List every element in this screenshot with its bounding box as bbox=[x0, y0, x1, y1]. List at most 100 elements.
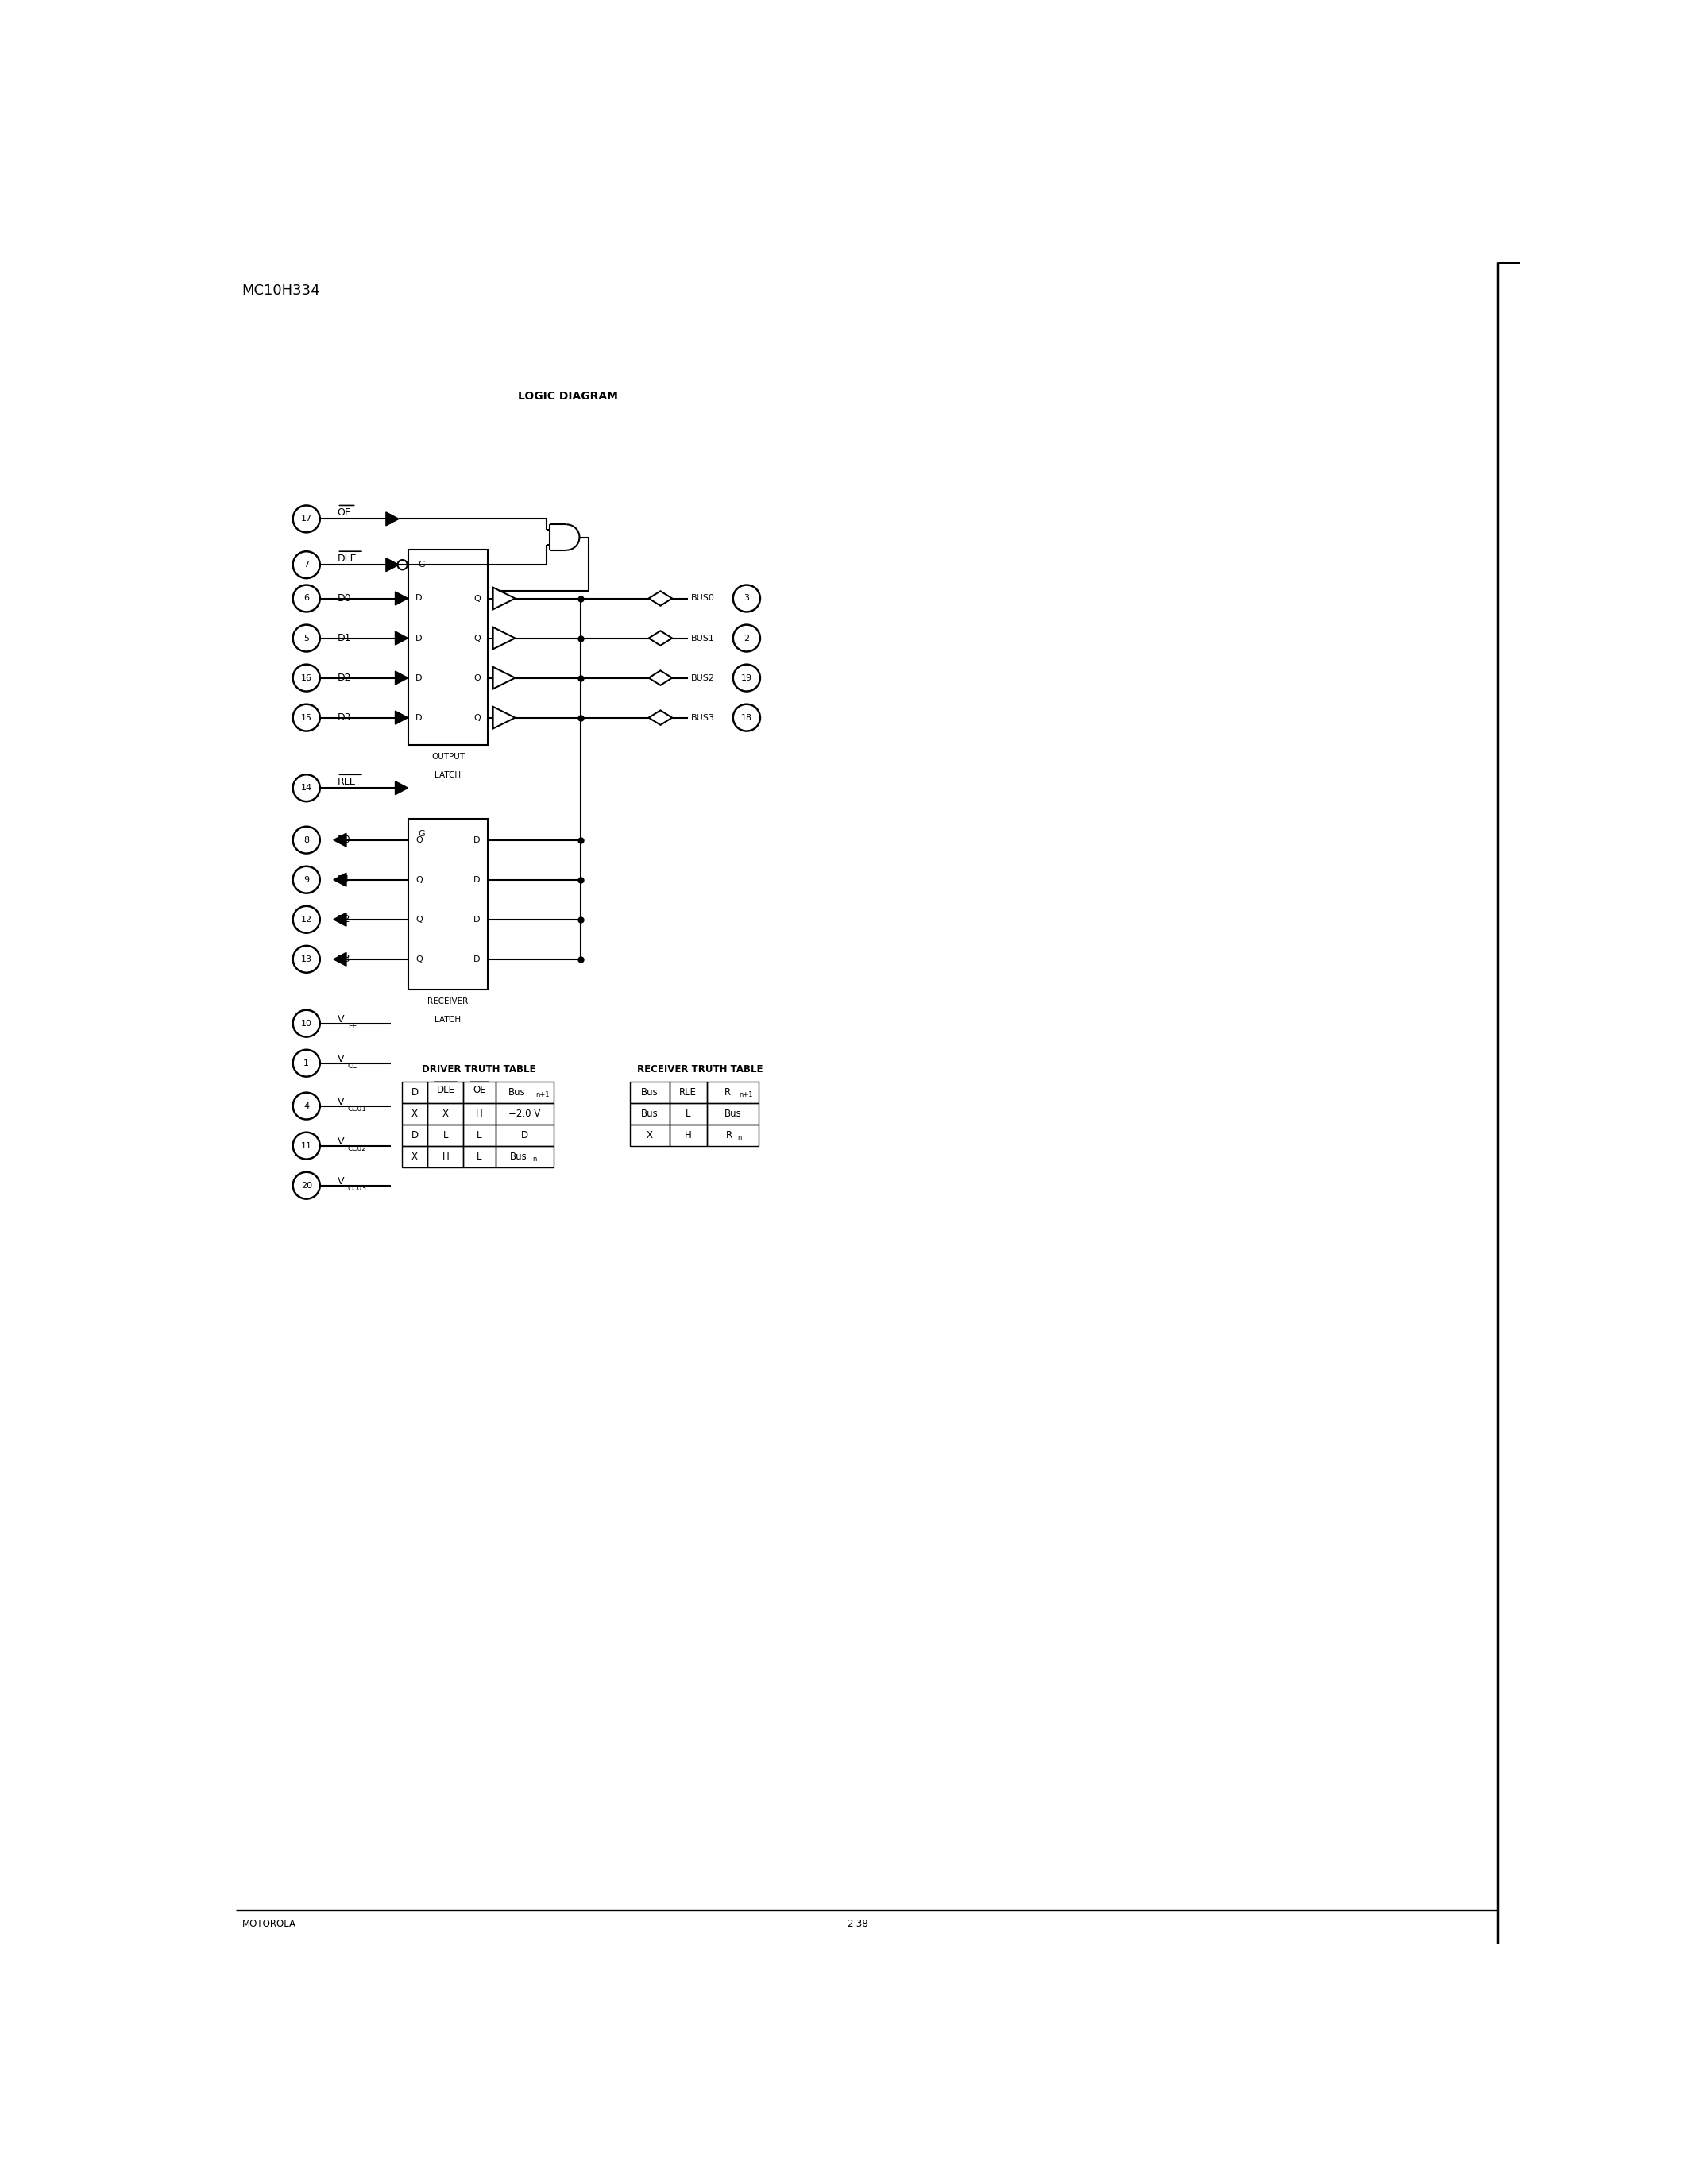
Text: H: H bbox=[476, 1109, 483, 1118]
Bar bbox=[402, 1103, 427, 1125]
Text: Bus: Bus bbox=[724, 1109, 741, 1118]
Text: L: L bbox=[476, 1151, 483, 1162]
Bar bbox=[427, 1103, 464, 1125]
Polygon shape bbox=[334, 834, 346, 847]
Bar bbox=[464, 1081, 495, 1103]
Text: OE: OE bbox=[473, 1085, 486, 1094]
Text: D: D bbox=[474, 954, 481, 963]
Text: DLE: DLE bbox=[437, 1085, 454, 1094]
Text: 12: 12 bbox=[300, 915, 312, 924]
Text: D: D bbox=[474, 915, 481, 924]
Text: CC: CC bbox=[348, 1064, 358, 1070]
Bar bbox=[464, 1147, 495, 1166]
Text: D0: D0 bbox=[338, 594, 351, 603]
Text: L: L bbox=[476, 1129, 483, 1140]
Bar bbox=[630, 1081, 670, 1103]
Text: X: X bbox=[442, 1109, 449, 1118]
Polygon shape bbox=[334, 952, 346, 965]
Text: Bus: Bus bbox=[510, 1151, 527, 1162]
Text: 11: 11 bbox=[300, 1142, 312, 1149]
Text: n+1: n+1 bbox=[739, 1092, 753, 1099]
Text: R3: R3 bbox=[338, 954, 351, 965]
Polygon shape bbox=[395, 592, 408, 605]
Text: R: R bbox=[724, 1088, 731, 1096]
Text: OUTPUT: OUTPUT bbox=[432, 753, 464, 760]
Text: 7: 7 bbox=[304, 561, 309, 568]
Bar bbox=[707, 1103, 760, 1125]
Text: D: D bbox=[522, 1129, 528, 1140]
Polygon shape bbox=[334, 913, 346, 926]
Text: LATCH: LATCH bbox=[436, 1016, 461, 1024]
Text: DRIVER TRUTH TABLE: DRIVER TRUTH TABLE bbox=[422, 1064, 535, 1075]
Text: 9: 9 bbox=[304, 876, 309, 885]
Text: V: V bbox=[338, 1175, 344, 1186]
Text: −2.0 V: −2.0 V bbox=[508, 1109, 540, 1118]
Text: D3: D3 bbox=[338, 712, 351, 723]
Polygon shape bbox=[387, 513, 398, 526]
Text: 14: 14 bbox=[300, 784, 312, 793]
Text: G: G bbox=[419, 561, 425, 568]
Text: X: X bbox=[647, 1129, 653, 1140]
Text: Q: Q bbox=[415, 954, 422, 963]
Text: EE: EE bbox=[348, 1022, 356, 1031]
Text: Q: Q bbox=[415, 836, 422, 843]
Bar bbox=[707, 1081, 760, 1103]
Text: MOTOROLA: MOTOROLA bbox=[241, 1920, 295, 1928]
Bar bbox=[402, 1125, 427, 1147]
Text: 18: 18 bbox=[741, 714, 753, 721]
Text: 8: 8 bbox=[304, 836, 309, 843]
Text: 15: 15 bbox=[300, 714, 312, 721]
Text: BUS0: BUS0 bbox=[690, 594, 716, 603]
Text: RLE: RLE bbox=[338, 778, 356, 786]
Text: OE: OE bbox=[338, 507, 351, 518]
Text: D1: D1 bbox=[338, 633, 351, 644]
Text: D: D bbox=[415, 714, 422, 721]
Text: 2: 2 bbox=[744, 633, 749, 642]
Text: n: n bbox=[533, 1155, 537, 1162]
Text: 6: 6 bbox=[304, 594, 309, 603]
Text: 19: 19 bbox=[741, 675, 753, 681]
Text: 17: 17 bbox=[300, 515, 312, 522]
Polygon shape bbox=[395, 712, 408, 725]
Bar bbox=[495, 1147, 554, 1166]
Text: G: G bbox=[419, 830, 425, 836]
Text: Bus: Bus bbox=[641, 1088, 658, 1096]
Polygon shape bbox=[395, 631, 408, 644]
Text: Bus: Bus bbox=[508, 1088, 527, 1096]
Text: LATCH: LATCH bbox=[436, 771, 461, 780]
Text: BUS2: BUS2 bbox=[690, 675, 716, 681]
Bar bbox=[495, 1103, 554, 1125]
Text: D: D bbox=[412, 1129, 419, 1140]
Text: 2-38: 2-38 bbox=[847, 1920, 868, 1928]
Bar bbox=[427, 1147, 464, 1166]
Text: 20: 20 bbox=[300, 1182, 312, 1190]
Text: n+1: n+1 bbox=[535, 1092, 550, 1099]
Text: X: X bbox=[412, 1109, 419, 1118]
Text: Q: Q bbox=[473, 594, 481, 603]
Text: 3: 3 bbox=[744, 594, 749, 603]
Bar bbox=[630, 1103, 670, 1125]
Text: H: H bbox=[685, 1129, 692, 1140]
Text: R: R bbox=[726, 1129, 733, 1140]
Bar bbox=[427, 1081, 464, 1103]
Text: 4: 4 bbox=[304, 1103, 309, 1109]
Text: V: V bbox=[338, 1096, 344, 1107]
Text: LOGIC DIAGRAM: LOGIC DIAGRAM bbox=[518, 391, 618, 402]
Text: 13: 13 bbox=[300, 954, 312, 963]
Text: 10: 10 bbox=[300, 1020, 312, 1026]
Text: D: D bbox=[474, 836, 481, 843]
Bar bbox=[464, 1125, 495, 1147]
Polygon shape bbox=[334, 874, 346, 887]
Bar bbox=[630, 1125, 670, 1147]
Text: D: D bbox=[415, 675, 422, 681]
Text: Q: Q bbox=[415, 876, 422, 885]
Bar bbox=[495, 1081, 554, 1103]
Text: 5: 5 bbox=[304, 633, 309, 642]
Text: CC03: CC03 bbox=[348, 1186, 366, 1192]
Text: Q: Q bbox=[473, 714, 481, 721]
Text: Q: Q bbox=[473, 633, 481, 642]
Text: Q: Q bbox=[473, 675, 481, 681]
Text: n: n bbox=[738, 1133, 743, 1140]
Polygon shape bbox=[395, 782, 408, 795]
Bar bbox=[670, 1125, 707, 1147]
